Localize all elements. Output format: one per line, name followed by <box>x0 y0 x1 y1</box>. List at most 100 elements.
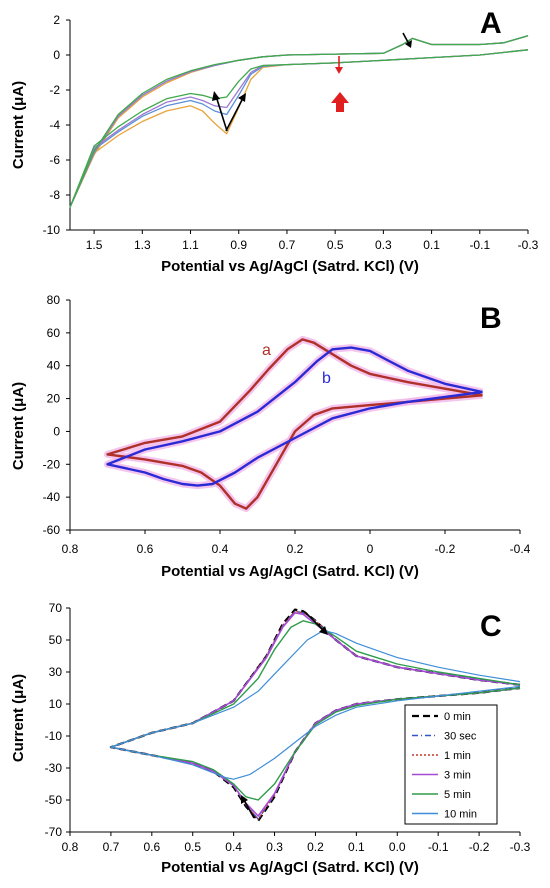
y-tick-label: -4 <box>49 118 60 132</box>
x-tick-label: 0.4 <box>212 542 229 556</box>
y-tick-label: -6 <box>49 153 60 167</box>
y-tick-label: 50 <box>49 633 63 647</box>
x-tick-label: 0.9 <box>230 238 247 252</box>
x-tick-label: 1.5 <box>86 238 103 252</box>
x-tick-label: 0.5 <box>327 238 344 252</box>
series-label-b: b <box>322 370 331 387</box>
x-tick-label: 0.1 <box>423 238 440 252</box>
panel-c-x-ticks: 0.8 0.7 0.6 0.5 0.4 0.3 0.2 0.1 0.0 -0.1 -0.2 -0.3 <box>62 832 531 854</box>
x-tick-label: 0.2 <box>307 840 324 854</box>
y-tick-label: -8 <box>49 188 60 202</box>
y-tick-label: -50 <box>45 793 63 807</box>
x-tick-label: 0 <box>367 542 374 556</box>
panel-c-y-axis-label: Current (μA) <box>10 674 27 762</box>
y-tick-label: 0 <box>53 48 60 62</box>
x-tick-label: 0.8 <box>62 542 79 556</box>
arrow-head <box>238 93 246 102</box>
series-line-a <box>106 338 483 510</box>
legend-label: 0 min <box>444 711 471 723</box>
x-tick-label: 0.0 <box>389 840 406 854</box>
arrow-up-right <box>225 97 244 132</box>
y-tick-label: 2 <box>53 13 60 27</box>
x-tick-label: -0.3 <box>518 238 539 252</box>
arrow-head <box>335 67 343 74</box>
panel-c-arrows <box>241 611 328 819</box>
y-tick-label: -2 <box>49 83 60 97</box>
panel-a-plot <box>69 20 529 231</box>
y-tick-label: 10 <box>49 697 63 711</box>
panel-a-arrows <box>212 32 412 132</box>
panel-c-plot <box>69 608 521 833</box>
x-tick-label: 0.3 <box>375 238 392 252</box>
panel-a-x-ticks: 1.5 1.3 1.1 0.9 0.7 0.5 0.3 0.1 -0.1 -0.3 <box>86 230 539 252</box>
arrow-down-right <box>402 32 410 45</box>
x-tick-label: -0.1 <box>428 840 449 854</box>
x-tick-label: 0.5 <box>184 840 201 854</box>
panel-b: B 0.8 0.6 0.4 0.2 0 -0.2 -0.4 -60 -40 -20 0 20 40 60… <box>10 293 531 580</box>
legend-box <box>404 704 498 825</box>
arrow-down-right <box>304 611 325 632</box>
series-line-4 <box>69 35 529 208</box>
series-line-1 <box>69 35 529 208</box>
series-label-a: a <box>262 342 271 359</box>
series-line-b <box>106 346 483 487</box>
panel-b-x-axis-label: Potential vs Ag/AgCl (Satrd. KCl) (V) <box>161 563 419 580</box>
x-tick-label: -0.1 <box>469 238 490 252</box>
legend-label: 30 sec <box>444 731 477 743</box>
series-line-10-min <box>110 629 521 780</box>
arrow-head <box>241 795 248 804</box>
arrow-up-left <box>215 95 228 132</box>
panel-a-label: A <box>480 7 502 40</box>
x-tick-label: 0.6 <box>143 840 160 854</box>
series-line-2 <box>69 35 529 208</box>
legend-label: 1 min <box>444 750 471 762</box>
x-tick-label: 0.7 <box>279 238 296 252</box>
series-line-3 <box>69 35 529 208</box>
panel-b-x-ticks: 0.8 0.6 0.4 0.2 0 -0.2 -0.4 <box>62 530 531 556</box>
series-halo <box>104 335 484 513</box>
panel-a-y-axis-label: Current (μA) <box>10 81 27 169</box>
panel-c-y-ticks: -70 -50 -30 -10 10 30 50 70 <box>45 601 70 839</box>
panel-b-label: B <box>480 302 502 335</box>
y-tick-label: 60 <box>47 326 61 340</box>
arrow-head <box>319 626 328 635</box>
legend-label: 5 min <box>444 789 471 801</box>
panel-b-y-axis-label: Current (μA) <box>10 382 27 470</box>
x-tick-label: -0.4 <box>510 542 531 556</box>
panel-c-label: C <box>480 610 502 643</box>
panel-b-y-ticks: -60 -40 -20 0 20 40 60 80 <box>43 293 70 537</box>
x-tick-label: 1.1 <box>182 238 199 252</box>
x-tick-label: 0.3 <box>266 840 283 854</box>
legend-label: 3 min <box>444 770 471 782</box>
y-tick-label: 40 <box>47 359 61 373</box>
y-tick-label: -10 <box>45 729 63 743</box>
x-tick-label: -0.3 <box>510 840 531 854</box>
y-tick-label: 30 <box>49 665 63 679</box>
x-tick-label: 0.4 <box>225 840 242 854</box>
arrow-head <box>212 91 220 101</box>
x-tick-label: 0.7 <box>103 840 120 854</box>
panel-c: C 0.8 0.7 0.6 0.5 0.4 0.3 0.2 0.1 0.0 -0.1 -0.2 -0.… <box>10 601 531 876</box>
panel-c-x-axis-label: Potential vs Ag/AgCl (Satrd. KCl) (V) <box>161 859 419 876</box>
y-tick-label: -70 <box>45 825 63 839</box>
panel-a-x-axis-label: Potential vs Ag/AgCl (Satrd. KCl) (V) <box>161 258 419 275</box>
red-block-arrow-up <box>331 92 349 112</box>
x-tick-label: -0.2 <box>469 840 490 854</box>
x-tick-label: 0.1 <box>348 840 365 854</box>
y-tick-label: -60 <box>43 523 61 537</box>
y-tick-label: -30 <box>45 761 63 775</box>
y-tick-label: -20 <box>43 457 61 471</box>
panel-a-y-ticks: -10 -8 -6 -4 -2 0 2 <box>43 13 70 237</box>
arrow-head <box>405 40 412 48</box>
y-tick-label: 70 <box>49 601 63 615</box>
y-tick-label: -10 <box>43 223 61 237</box>
panel-c-legend: 0 min 30 sec 1 min 3 min 5 min 10 min <box>404 704 498 825</box>
y-tick-label: 20 <box>47 392 61 406</box>
legend-label: 10 min <box>444 809 477 821</box>
x-tick-label: 0.8 <box>62 840 79 854</box>
panel-a: A 1.5 1.3 1.1 0.9 0.7 0.5 0.3 0.1 -0.1 -0.3 -10 -8… <box>10 7 539 275</box>
y-tick-label: 0 <box>53 424 60 438</box>
y-tick-label: -40 <box>43 490 61 504</box>
y-tick-label: 80 <box>47 293 61 307</box>
